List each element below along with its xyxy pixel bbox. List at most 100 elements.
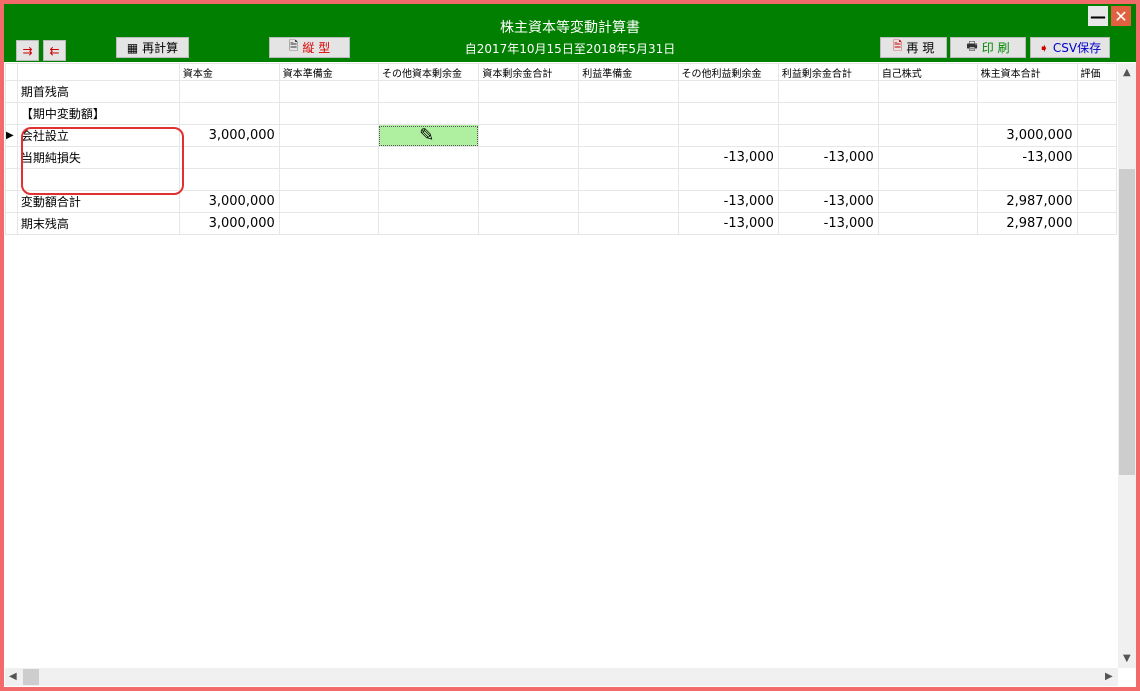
- cell[interactable]: [578, 102, 679, 125]
- reproduce-button[interactable]: 🗎 再 現: [880, 37, 947, 58]
- scroll-left-icon[interactable]: ◀: [9, 671, 17, 682]
- column-header[interactable]: 利益準備金: [578, 63, 679, 81]
- horizontal-scroll-thumb[interactable]: [23, 669, 39, 685]
- cell[interactable]: [1076, 102, 1117, 125]
- cell[interactable]: [478, 80, 580, 103]
- cell[interactable]: [1076, 80, 1117, 103]
- cell[interactable]: [976, 102, 1078, 125]
- cell[interactable]: [578, 124, 679, 147]
- cell[interactable]: [377, 212, 480, 235]
- cell[interactable]: [578, 212, 679, 235]
- cell[interactable]: [278, 146, 379, 169]
- scroll-down-icon[interactable]: ▼: [1123, 653, 1131, 664]
- table-row[interactable]: 当期純損失 -13,000 -13,000 -13,000: [5, 146, 1117, 169]
- table-row[interactable]: ▶ 会社設立 3,000,000 ✎ 3,000,000: [5, 124, 1117, 147]
- cell[interactable]: [877, 212, 978, 235]
- cell[interactable]: [278, 102, 379, 125]
- row-header[interactable]: [5, 146, 18, 169]
- cell[interactable]: [877, 190, 978, 213]
- cell[interactable]: 2,987,000: [976, 212, 1078, 235]
- cell[interactable]: [677, 124, 779, 147]
- row-header[interactable]: [5, 80, 18, 103]
- cell[interactable]: [178, 146, 280, 169]
- cell[interactable]: -13,000: [677, 190, 779, 213]
- column-header[interactable]: 自己株式: [877, 63, 978, 81]
- cell[interactable]: [478, 102, 580, 125]
- cell[interactable]: 3,000,000: [178, 124, 280, 147]
- cell[interactable]: [578, 190, 679, 213]
- cell[interactable]: [278, 168, 379, 191]
- cell[interactable]: [478, 146, 580, 169]
- cell[interactable]: [877, 168, 978, 191]
- table-row[interactable]: 【期中変動額】: [5, 102, 1117, 125]
- cell[interactable]: -13,000: [976, 146, 1078, 169]
- column-header[interactable]: その他利益剰余金: [677, 63, 779, 81]
- column-header[interactable]: 資本剰余金合計: [478, 63, 580, 81]
- vertical-button[interactable]: 🗎 縦 型: [269, 37, 350, 58]
- close-button[interactable]: ✕: [1111, 6, 1131, 26]
- vertical-scroll-thumb[interactable]: [1119, 169, 1135, 475]
- cell[interactable]: [478, 168, 580, 191]
- cell[interactable]: [1076, 190, 1117, 213]
- cell[interactable]: [278, 190, 379, 213]
- cell[interactable]: -13,000: [777, 146, 879, 169]
- cell[interactable]: [877, 124, 978, 147]
- column-header[interactable]: 資本金: [178, 63, 280, 81]
- cell[interactable]: [377, 190, 480, 213]
- minimize-button[interactable]: —: [1088, 6, 1108, 26]
- cell[interactable]: [278, 212, 379, 235]
- table-row[interactable]: 変動額合計 3,000,000 -13,000 -13,000 2,987,000: [5, 190, 1117, 213]
- table-row[interactable]: 期首残高: [5, 80, 1117, 103]
- cell[interactable]: [1076, 212, 1117, 235]
- cell[interactable]: [1076, 124, 1117, 147]
- row-header[interactable]: [5, 190, 18, 213]
- cell[interactable]: [877, 146, 978, 169]
- column-header[interactable]: 株主資本合計: [976, 63, 1078, 81]
- cell[interactable]: [578, 146, 679, 169]
- table-row[interactable]: 期末残高 3,000,000 -13,000 -13,000 2,987,000: [5, 212, 1117, 235]
- recalc-button[interactable]: ▦ 再計算: [116, 37, 189, 58]
- column-header[interactable]: 利益剰余金合計: [777, 63, 879, 81]
- cell[interactable]: 3,000,000: [178, 212, 280, 235]
- cell[interactable]: -13,000: [777, 190, 879, 213]
- current-row-indicator[interactable]: ▶: [5, 124, 18, 147]
- cell[interactable]: 2,987,000: [976, 190, 1078, 213]
- cell[interactable]: [976, 80, 1078, 103]
- cell[interactable]: 3,000,000: [178, 190, 280, 213]
- cell[interactable]: [178, 102, 280, 125]
- cell[interactable]: [578, 80, 679, 103]
- cell[interactable]: [478, 212, 580, 235]
- cell[interactable]: [478, 190, 580, 213]
- cell[interactable]: [578, 168, 679, 191]
- csv-save-button[interactable]: ➧ CSV保存: [1030, 37, 1110, 58]
- horizontal-scrollbar[interactable]: ◀ ▶: [5, 668, 1118, 686]
- row-header[interactable]: [5, 212, 18, 235]
- column-header[interactable]: 資本準備金: [278, 63, 379, 81]
- delete-row-button[interactable]: ⇇: [43, 40, 66, 61]
- print-button[interactable]: 🖶 印 刷: [950, 37, 1026, 58]
- vertical-scrollbar[interactable]: ▲ ▼: [1118, 63, 1136, 668]
- cell[interactable]: [976, 168, 1078, 191]
- cell[interactable]: [777, 80, 879, 103]
- column-header[interactable]: 評価: [1076, 63, 1117, 81]
- selected-cell[interactable]: ✎: [377, 124, 480, 147]
- row-header[interactable]: [5, 102, 18, 125]
- cell[interactable]: [478, 124, 580, 147]
- cell[interactable]: [1076, 168, 1117, 191]
- column-header[interactable]: その他資本剰余金: [377, 63, 480, 81]
- cell[interactable]: -13,000: [777, 212, 879, 235]
- cell[interactable]: [278, 124, 379, 147]
- cell[interactable]: [377, 168, 480, 191]
- cell[interactable]: [677, 102, 779, 125]
- cell[interactable]: [178, 168, 280, 191]
- cell[interactable]: [677, 80, 779, 103]
- cell[interactable]: [377, 146, 480, 169]
- cell[interactable]: 3,000,000: [976, 124, 1078, 147]
- insert-row-button[interactable]: ⇉: [16, 40, 39, 61]
- cell[interactable]: -13,000: [677, 146, 779, 169]
- cell[interactable]: [777, 102, 879, 125]
- cell[interactable]: [777, 124, 879, 147]
- cell[interactable]: [178, 80, 280, 103]
- scroll-up-icon[interactable]: ▲: [1123, 67, 1131, 78]
- cell[interactable]: [377, 80, 480, 103]
